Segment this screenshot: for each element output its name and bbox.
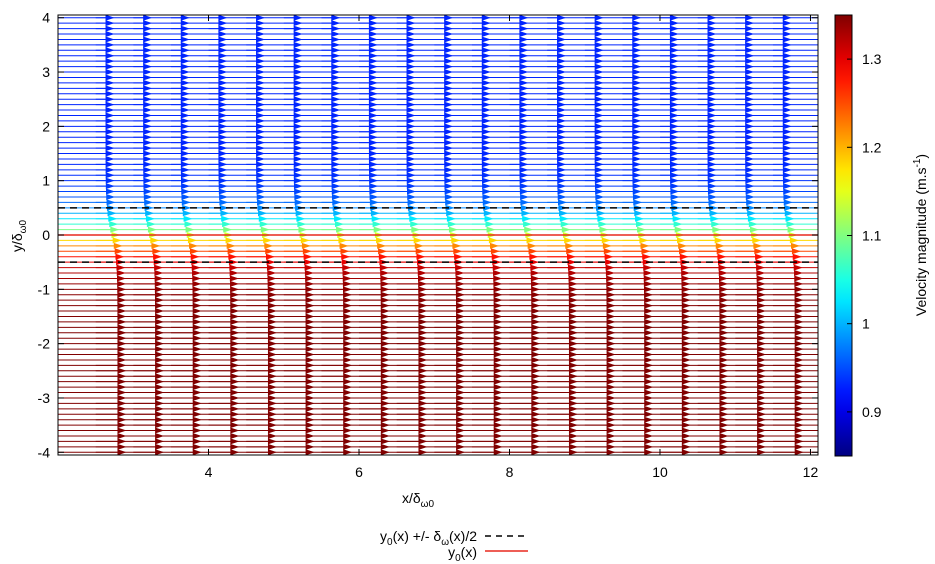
y-tick-label: 0	[42, 227, 50, 243]
plot-area	[58, 15, 818, 455]
x-axis-label: x/δω0	[402, 490, 434, 510]
colorbar-tick-label: 1	[862, 316, 870, 332]
y-tick-label: -2	[38, 336, 51, 352]
y-tick-label: 1	[42, 173, 50, 189]
y-tick-label: -1	[38, 281, 51, 297]
colorbar-tick-label: 1.2	[862, 139, 882, 155]
y-tick-label: -4	[38, 444, 51, 460]
y-tick-label: 2	[42, 118, 50, 134]
x-tick-label: 6	[355, 464, 363, 480]
colorbar-tick-label: 0.9	[862, 404, 882, 420]
x-tick-label: 10	[652, 464, 668, 480]
y-axis-label: y/δω0	[9, 220, 29, 252]
x-tick-label: 8	[506, 464, 514, 480]
legend: y0(x) +/- δω(x)/2 y0(x)	[380, 528, 528, 564]
colorbar-label: Velocity magnitude (m.s-1)	[912, 154, 929, 316]
colorbar-tick-label: 1.1	[862, 228, 882, 244]
colorbar: 0.9 1 1.1 1.2 1.3	[834, 14, 882, 457]
x-tick-label: 4	[205, 464, 213, 480]
x-tick-label: 12	[803, 464, 819, 480]
colorbar-tick-label: 1.3	[862, 51, 882, 67]
legend-label-shear-bounds: y0(x) +/- δω(x)/2	[380, 528, 477, 548]
y-tick-label: 4	[42, 10, 50, 26]
legend-label-centerline: y0(x)	[448, 544, 477, 564]
y-tick-label: -3	[38, 390, 51, 406]
y-tick-label: 3	[42, 64, 50, 80]
